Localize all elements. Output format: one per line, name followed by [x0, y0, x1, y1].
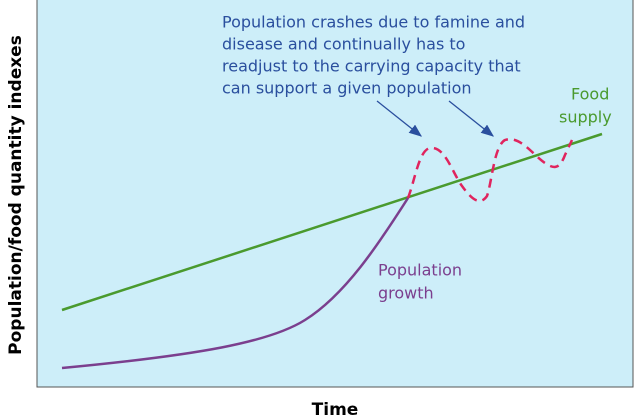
food-supply-line	[61, 132, 603, 312]
annotation-line: Population crashes due to famine and	[222, 13, 525, 32]
annotation-line: readjust to the carrying capacity that	[222, 57, 521, 76]
food-label: Food	[571, 85, 609, 104]
arrow	[376, 100, 423, 137]
x-axis-label: Time	[312, 400, 359, 416]
population-label: Population	[378, 261, 462, 280]
population-oscillation	[406, 137, 574, 203]
annotation: Population crashes due to famine and dis…	[222, 13, 525, 98]
population-label: growth	[378, 284, 434, 303]
annotation-line: can support a given population	[222, 79, 472, 98]
population-curve	[61, 197, 410, 370]
arrow	[448, 100, 495, 137]
y-axis-label: Population/food quantity indexes	[6, 35, 26, 355]
plot-area	[36, 0, 634, 388]
food-label: supply	[559, 108, 612, 127]
annotation-line: disease and continually has to	[222, 35, 465, 54]
